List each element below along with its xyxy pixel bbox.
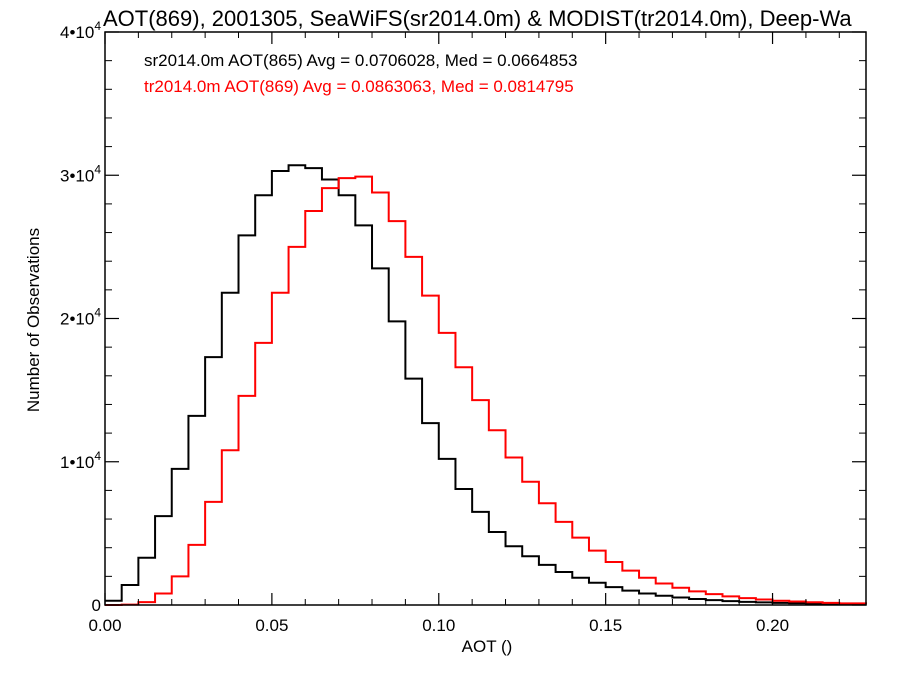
x-tick-label: 0.10 [422,616,455,635]
x-tick-label: 0.15 [589,616,622,635]
chart-title: AOT(869), 2001305, SeaWiFS(sr2014.0m) & … [103,6,852,31]
y-axis-label: Number of Observations [24,228,43,412]
y-tick-label: 4•104 [60,19,101,42]
x-axis-label: AOT () [462,637,513,656]
series-sr2014-histogram [105,164,867,606]
annotation-black: sr2014.0m AOT(865) Avg = 0.0706028, Med … [144,51,578,70]
y-tick-label: 0 [92,596,101,615]
y-tick-label: 1•104 [60,449,101,472]
series-tr2014-histogram [105,175,867,606]
x-tick-label: 0.20 [756,616,789,635]
axes-layer: 0.00 0.05 0.10 0.15 0.20 0 1•104 2•104 3•104 4•10… [60,19,867,635]
annotation-red: tr2014.0m AOT(869) Avg = 0.0863063, Med … [144,77,574,96]
y-tick-label: 2•104 [60,306,101,329]
plot-frame [104,31,867,606]
series-layer [105,164,867,606]
x-tick-label: 0.00 [88,616,121,635]
x-tick-label: 0.05 [255,616,288,635]
y-tick-label: 3•104 [60,162,101,185]
